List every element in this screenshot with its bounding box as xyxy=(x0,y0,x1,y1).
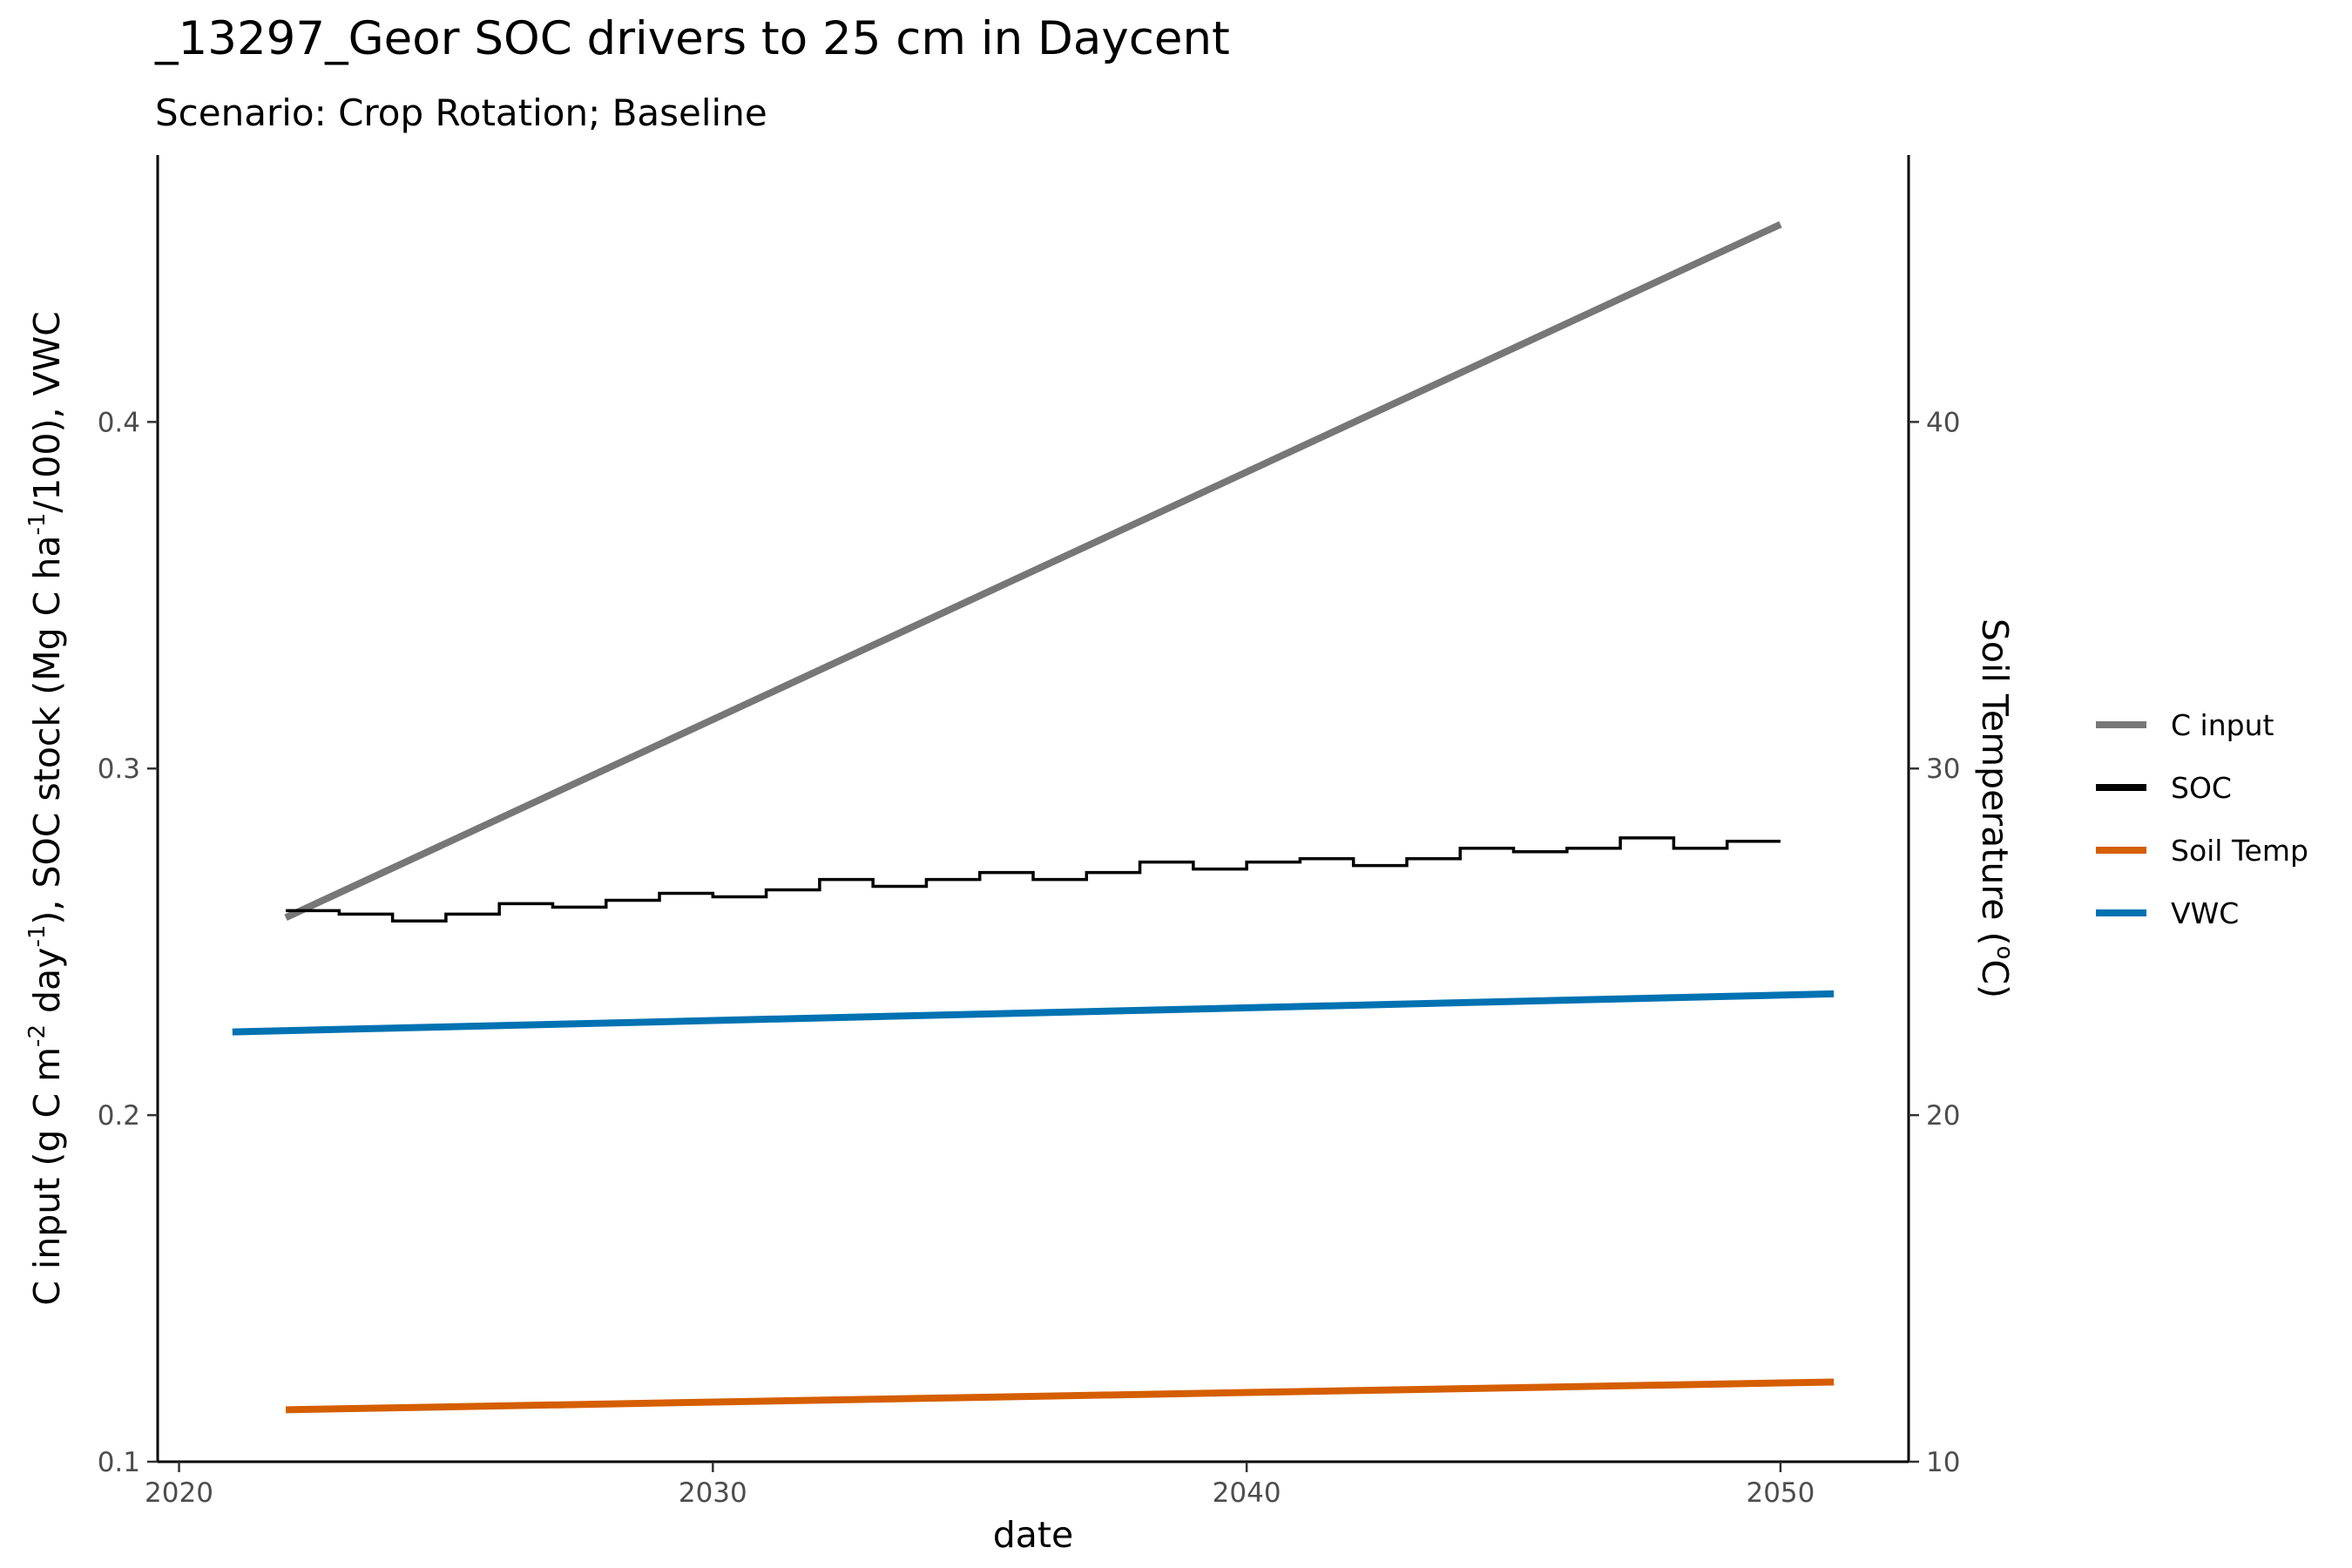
y-right-tick-label: 40 xyxy=(1926,407,1960,438)
y-left-tick-label: 0.4 xyxy=(98,407,140,438)
legend-label-soc: SOC xyxy=(2171,771,2232,805)
x-tick-label: 2040 xyxy=(1213,1477,1281,1509)
y-left-title-sup-2: -1 xyxy=(24,925,51,948)
svg-text:Soil Temperature (oC): Soil Temperature (oC) xyxy=(1974,618,2017,998)
chart-title: _13297_Geor SOC drivers to 25 cm in Dayc… xyxy=(154,12,1230,65)
series-layer xyxy=(232,220,1835,1414)
series-line-vwc xyxy=(232,990,1835,1036)
y-right-tick-label: 30 xyxy=(1926,754,1960,785)
x-tick-label: 2030 xyxy=(679,1477,747,1509)
svg-text:C input (g C m-2 day-1), SOC s: C input (g C m-2 day-1), SOC stock (Mg C… xyxy=(24,311,68,1306)
x-tick-label: 2050 xyxy=(1746,1477,1815,1509)
y-right-tick-label: 10 xyxy=(1926,1447,1960,1478)
y-left-title-sup-1: -2 xyxy=(24,1024,51,1047)
series-line-soc xyxy=(286,836,1781,923)
chart-subtitle: Scenario: Crop Rotation; Baseline xyxy=(155,91,767,134)
y-left-title-part-2: day xyxy=(26,948,68,1024)
series-line-soil-temp xyxy=(286,1378,1835,1414)
y-right-title-part-2: C) xyxy=(1974,959,2016,998)
legend-label-soil-temp: Soil Temp xyxy=(2171,834,2308,868)
x-axis-title: date xyxy=(993,1514,1073,1556)
y-left-tick-label: 0.2 xyxy=(98,1100,140,1132)
x-tick-label: 2020 xyxy=(145,1477,213,1509)
y-left-tick-label: 0.1 xyxy=(98,1447,140,1478)
y-left-axis-title: C input (g C m-2 day-1), SOC stock (Mg C… xyxy=(24,311,68,1306)
series-line-c-input xyxy=(284,220,1782,921)
y-right-tick-label: 20 xyxy=(1926,1100,1960,1132)
y-left-tick-label: 0.3 xyxy=(98,754,140,785)
y-left-title-part-3: ), SOC stock (Mg C ha xyxy=(26,536,68,925)
y-left-title-sup-3: -1 xyxy=(24,513,51,536)
y-right-title-part-1: Soil Temperature ( xyxy=(1974,618,2016,946)
y-left-title-part-4: /100), VWC xyxy=(26,311,68,512)
legend-label-c-input: C input xyxy=(2171,708,2274,742)
y-right-title-sup-1: o xyxy=(1991,946,2017,960)
legend-label-vwc: VWC xyxy=(2171,896,2239,930)
y-left-title-part-1: C input (g C m xyxy=(26,1047,68,1306)
y-right-axis-title: Soil Temperature (oC) xyxy=(1974,618,2017,998)
legend: C input SOC Soil Temp VWC xyxy=(2096,708,2308,930)
